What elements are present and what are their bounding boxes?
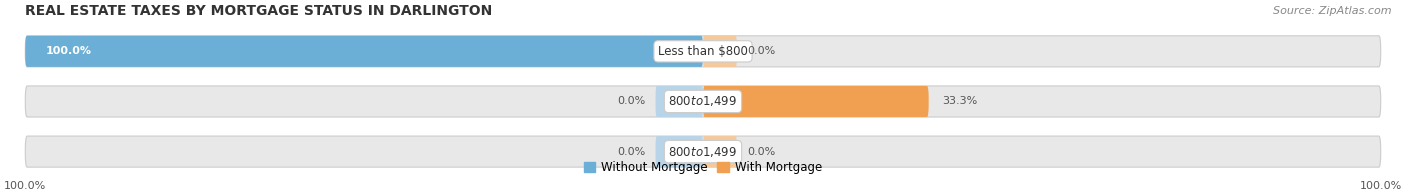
FancyBboxPatch shape (25, 36, 703, 67)
Legend: Without Mortgage, With Mortgage: Without Mortgage, With Mortgage (583, 161, 823, 174)
Text: 100.0%: 100.0% (45, 46, 91, 56)
FancyBboxPatch shape (703, 136, 737, 167)
FancyBboxPatch shape (25, 136, 1381, 167)
Text: 0.0%: 0.0% (617, 97, 645, 106)
FancyBboxPatch shape (25, 86, 1381, 117)
FancyBboxPatch shape (703, 36, 737, 67)
Text: 0.0%: 0.0% (747, 46, 775, 56)
FancyBboxPatch shape (703, 86, 929, 117)
FancyBboxPatch shape (655, 136, 703, 167)
Text: $800 to $1,499: $800 to $1,499 (668, 145, 738, 159)
FancyBboxPatch shape (25, 36, 1381, 67)
Text: Less than $800: Less than $800 (658, 45, 748, 58)
Text: 0.0%: 0.0% (747, 147, 775, 157)
Text: 33.3%: 33.3% (942, 97, 977, 106)
Text: $800 to $1,499: $800 to $1,499 (668, 94, 738, 108)
Text: Source: ZipAtlas.com: Source: ZipAtlas.com (1274, 6, 1392, 16)
Text: 0.0%: 0.0% (617, 147, 645, 157)
FancyBboxPatch shape (655, 86, 703, 117)
Text: REAL ESTATE TAXES BY MORTGAGE STATUS IN DARLINGTON: REAL ESTATE TAXES BY MORTGAGE STATUS IN … (25, 4, 492, 18)
